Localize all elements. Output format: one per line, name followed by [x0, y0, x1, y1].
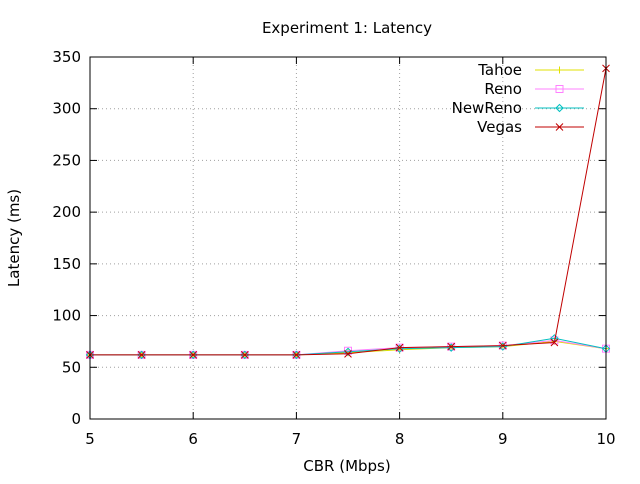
- data-point-newreno: [292, 350, 301, 360]
- legend-label-reno: Reno: [484, 80, 522, 98]
- x-tick-label: 10: [596, 430, 615, 448]
- x-axis-label: CBR (Mbps): [303, 457, 390, 475]
- plot-frame: [89, 56, 607, 420]
- axis-ticks: 0 50 100 150 200 250 300 350 5 6 7 8 9 10: [52, 48, 615, 448]
- y-tick-label: 0: [71, 410, 81, 428]
- y-tick-label: 50: [62, 358, 81, 376]
- y-tick-label: 300: [52, 100, 81, 118]
- chart-title: Experiment 1: Latency: [262, 19, 432, 37]
- y-tick-label: 350: [52, 48, 81, 66]
- data-point-vegas: [240, 351, 249, 359]
- grid-lines: [90, 57, 606, 419]
- data-point-vegas: [395, 343, 404, 352]
- data-point-vegas: [344, 349, 352, 358]
- data-point-reno: [550, 336, 559, 345]
- data-point-newreno: [343, 347, 353, 356]
- y-tick-label: 150: [52, 255, 81, 273]
- data-point-vegas: [447, 342, 456, 351]
- legend-item-reno: Reno: [484, 80, 584, 98]
- data-point-newreno: [240, 350, 250, 360]
- data-point-newreno: [137, 350, 146, 360]
- legend-item-tahoe: Tahoe: [477, 61, 584, 79]
- x-tick-label: 7: [292, 430, 302, 448]
- data-point-vegas: [137, 351, 146, 359]
- legend-item-newreno: NewReno: [452, 99, 584, 117]
- legend-label-vegas: Vegas: [477, 118, 522, 136]
- legend-label-tahoe: Tahoe: [477, 61, 522, 79]
- series-line-vegas: [90, 68, 607, 356]
- series-vegas: [86, 64, 610, 359]
- series-group: [85, 64, 611, 360]
- data-point-vegas: [498, 341, 507, 350]
- legend-marker-tahoe: [556, 66, 563, 74]
- legend-item-vegas: Vegas: [477, 118, 584, 136]
- data-point-vegas: [292, 351, 301, 359]
- legend-marker-vegas: [555, 123, 564, 131]
- x-tick-label: 8: [395, 430, 405, 448]
- data-point-vegas: [189, 351, 198, 359]
- data-point-vegas: [550, 338, 559, 347]
- y-tick-label: 200: [52, 203, 81, 221]
- y-tick-label: 250: [52, 151, 81, 169]
- y-axis-label: Latency (ms): [5, 189, 23, 287]
- legend-marker-newreno: [555, 103, 564, 113]
- data-point-newreno: [188, 350, 198, 360]
- x-tick-label: 9: [498, 430, 508, 448]
- legend-label-newreno: NewReno: [452, 99, 522, 117]
- y-tick-label: 100: [52, 307, 81, 325]
- x-tick-label: 6: [188, 430, 198, 448]
- legend-marker-reno: [555, 85, 564, 93]
- x-tick-label: 5: [85, 430, 95, 448]
